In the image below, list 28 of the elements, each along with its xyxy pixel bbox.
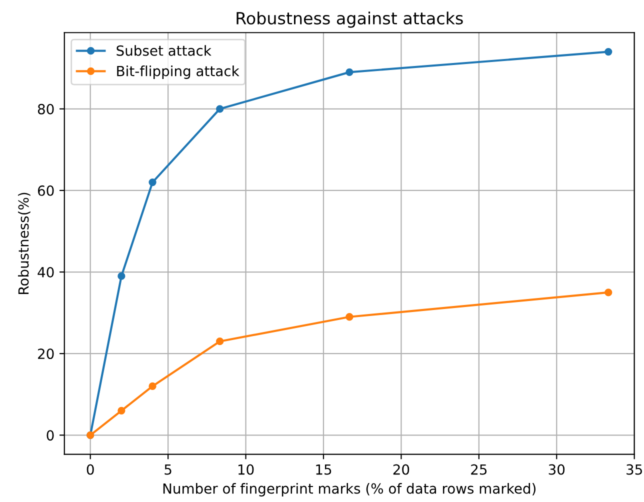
point — [148, 382, 156, 390]
point — [118, 406, 126, 414]
y-tick-label: 20 — [38, 348, 54, 360]
point — [148, 178, 156, 186]
x-tick-label: 5 — [164, 464, 172, 475]
x-axis-title: Number of fingerprint marks (% of data rows marked) — [163, 483, 536, 496]
y-tick-label: 80 — [38, 104, 54, 114]
legend-label: Bit-flipping attack — [117, 66, 240, 79]
x-tick-label: 15 — [316, 464, 332, 475]
x-tick-label: 30 — [548, 464, 565, 475]
y-tick-label: 60 — [38, 185, 54, 196]
legend-label: Subset attack — [116, 45, 212, 56]
point — [346, 68, 354, 76]
x-tick-label: 35 — [626, 464, 642, 475]
chart-title: Robustness against attacks — [236, 12, 463, 28]
point — [604, 48, 612, 56]
point — [118, 272, 126, 280]
x-tick-label: 20 — [393, 464, 410, 475]
y-axis-title: Robustness(%) — [18, 192, 30, 294]
point — [216, 105, 224, 113]
x-tick-label: 25 — [471, 464, 487, 475]
point — [604, 288, 612, 296]
y-tick-label: 40 — [38, 266, 54, 278]
y-tick-label: 0 — [46, 430, 54, 441]
point — [216, 338, 224, 346]
x-tick-label: 0 — [86, 464, 94, 475]
x-tick-label: 10 — [238, 464, 254, 475]
point — [346, 313, 354, 321]
